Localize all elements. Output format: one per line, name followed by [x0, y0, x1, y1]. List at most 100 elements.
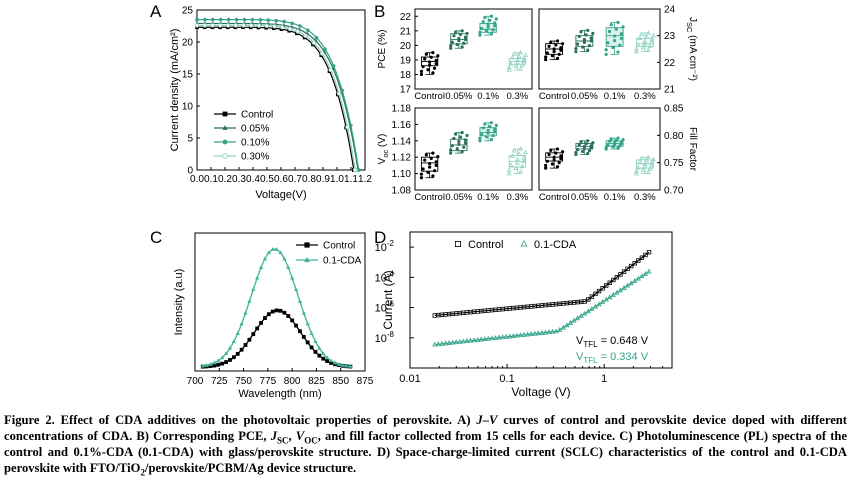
box-point	[555, 39, 560, 43]
box-point	[431, 51, 435, 55]
pl-point	[227, 345, 233, 350]
box-plot-frame	[538, 8, 661, 90]
box-point	[614, 27, 618, 31]
box-point	[506, 167, 512, 172]
box-point	[618, 144, 622, 148]
pl-point	[235, 351, 240, 356]
sclc-point	[449, 339, 456, 345]
jv-point	[195, 17, 199, 22]
box-ytick-label: 1.14	[392, 136, 412, 147]
box-point	[421, 65, 425, 69]
vtfl-cda-annotation: VTFL = 0.334 V	[576, 351, 649, 365]
box-point	[518, 169, 524, 174]
vtfl-annotation-part: = 0.334 V	[598, 351, 649, 363]
pl-point	[294, 323, 298, 328]
box-point	[555, 56, 560, 60]
jv-xlabel: Voltage(V)	[255, 189, 306, 201]
jv-legend-marker	[222, 139, 228, 145]
box-point	[559, 46, 563, 50]
box-point	[457, 36, 461, 40]
pl-ylabel: Intensity (a.u)	[173, 269, 185, 336]
pl-point	[231, 355, 236, 360]
jv-xtick-label: 0.7	[288, 174, 302, 185]
jv-ylabel: Current density (mA/cm²)	[169, 29, 181, 152]
box-point	[616, 136, 620, 140]
jv-ytick-label: 20	[182, 38, 194, 49]
sclc-xlabel: Voltage (V)	[511, 385, 570, 399]
box-point	[479, 132, 484, 136]
pl-point	[278, 250, 283, 255]
sclc-point	[574, 315, 581, 321]
box-point	[582, 40, 586, 45]
vtfl-annotation-part: = 0.648 V	[598, 335, 649, 347]
pl-point	[235, 331, 240, 335]
box-point	[552, 50, 556, 54]
box-point	[428, 165, 432, 169]
box-point	[434, 160, 438, 164]
box-point	[557, 161, 561, 165]
box-point	[589, 144, 593, 148]
sclc-legend-marker	[454, 240, 461, 247]
box-point	[455, 42, 459, 47]
jv-xtick-label: 1.1	[344, 174, 358, 185]
sclc-point	[603, 283, 609, 288]
sclc-point	[582, 310, 588, 316]
sclc-point	[586, 297, 591, 302]
sclc-point	[482, 336, 488, 342]
sclc-point	[510, 333, 516, 338]
box-point	[457, 39, 461, 43]
jv-point	[320, 51, 325, 56]
box-point	[589, 39, 593, 43]
box-category-label: 0.05%	[571, 91, 598, 102]
box-point	[642, 40, 648, 46]
box-ytick-label: 1.12	[392, 153, 412, 164]
box-point	[488, 18, 492, 22]
box-point	[545, 159, 549, 163]
sclc-point	[478, 336, 484, 342]
box-point	[640, 167, 646, 172]
box-category-label: 0.1%	[477, 91, 499, 102]
box-point	[453, 132, 458, 136]
box-ylabel: Fill Factor	[687, 127, 698, 172]
box-ytick-label: 19	[400, 55, 412, 66]
box-point	[549, 40, 553, 44]
box-point	[484, 29, 489, 33]
box-point	[419, 72, 424, 77]
box-point	[523, 52, 529, 57]
box-point	[554, 43, 558, 47]
box-category-label: 0.1%	[604, 192, 626, 203]
jv-point	[242, 17, 247, 22]
sclc-point	[557, 327, 563, 332]
panel-label-d: D	[374, 228, 386, 247]
sclc-point	[567, 320, 574, 325]
box-point	[552, 158, 556, 162]
box-point	[574, 47, 578, 51]
pl-point	[208, 364, 213, 368]
jv-point	[282, 19, 286, 24]
pl-point	[212, 363, 217, 368]
vtfl-annotation-part: V	[576, 351, 584, 363]
jv-point	[211, 17, 215, 22]
sclc-fit-line	[434, 271, 650, 346]
box-point	[483, 16, 487, 20]
pl-point	[317, 353, 322, 358]
box-point	[463, 37, 468, 42]
box-point	[463, 138, 468, 142]
sclc-ytick-exponent: -6	[387, 300, 395, 309]
jv-xtick-label: 0.0	[190, 174, 204, 185]
sclc-point	[474, 337, 481, 342]
box-point	[493, 24, 497, 28]
caption-part-3: curves of control and perovskite device …	[4, 413, 847, 443]
jv-xtick-label: 0.9	[316, 174, 330, 185]
caption-tio-sub: 2	[140, 467, 145, 478]
box-point	[424, 153, 428, 157]
sclc-point	[499, 334, 506, 340]
box-point	[428, 162, 432, 166]
box-point	[649, 160, 655, 165]
pl-point	[297, 299, 303, 303]
box-point	[488, 125, 492, 129]
box-point	[521, 56, 527, 61]
sclc-point	[532, 330, 538, 336]
box-ylabel-part: (V)	[377, 134, 388, 150]
pl-point	[251, 332, 256, 336]
